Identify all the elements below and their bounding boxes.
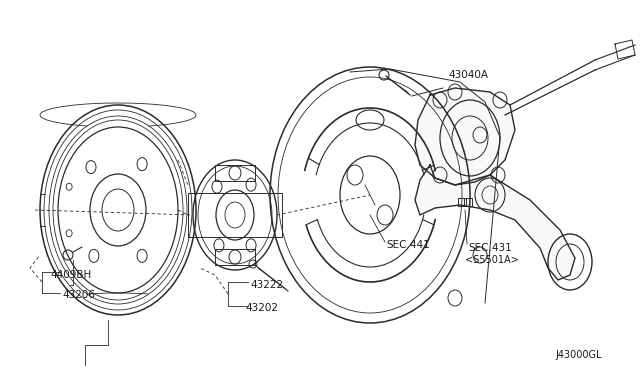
Bar — [458, 198, 466, 206]
Text: 43222: 43222 — [250, 280, 283, 290]
Bar — [464, 198, 472, 206]
Polygon shape — [415, 88, 515, 185]
Text: <S5501A>: <S5501A> — [465, 255, 519, 265]
Text: 43206: 43206 — [62, 290, 95, 300]
Polygon shape — [415, 165, 575, 280]
Text: 43202: 43202 — [245, 303, 278, 313]
Text: SEC.441: SEC.441 — [386, 240, 429, 250]
Text: 4409BH: 4409BH — [50, 270, 92, 280]
Text: SEC.431: SEC.431 — [468, 243, 512, 253]
Text: 43040A: 43040A — [448, 70, 488, 80]
Text: J43000GL: J43000GL — [555, 350, 602, 360]
